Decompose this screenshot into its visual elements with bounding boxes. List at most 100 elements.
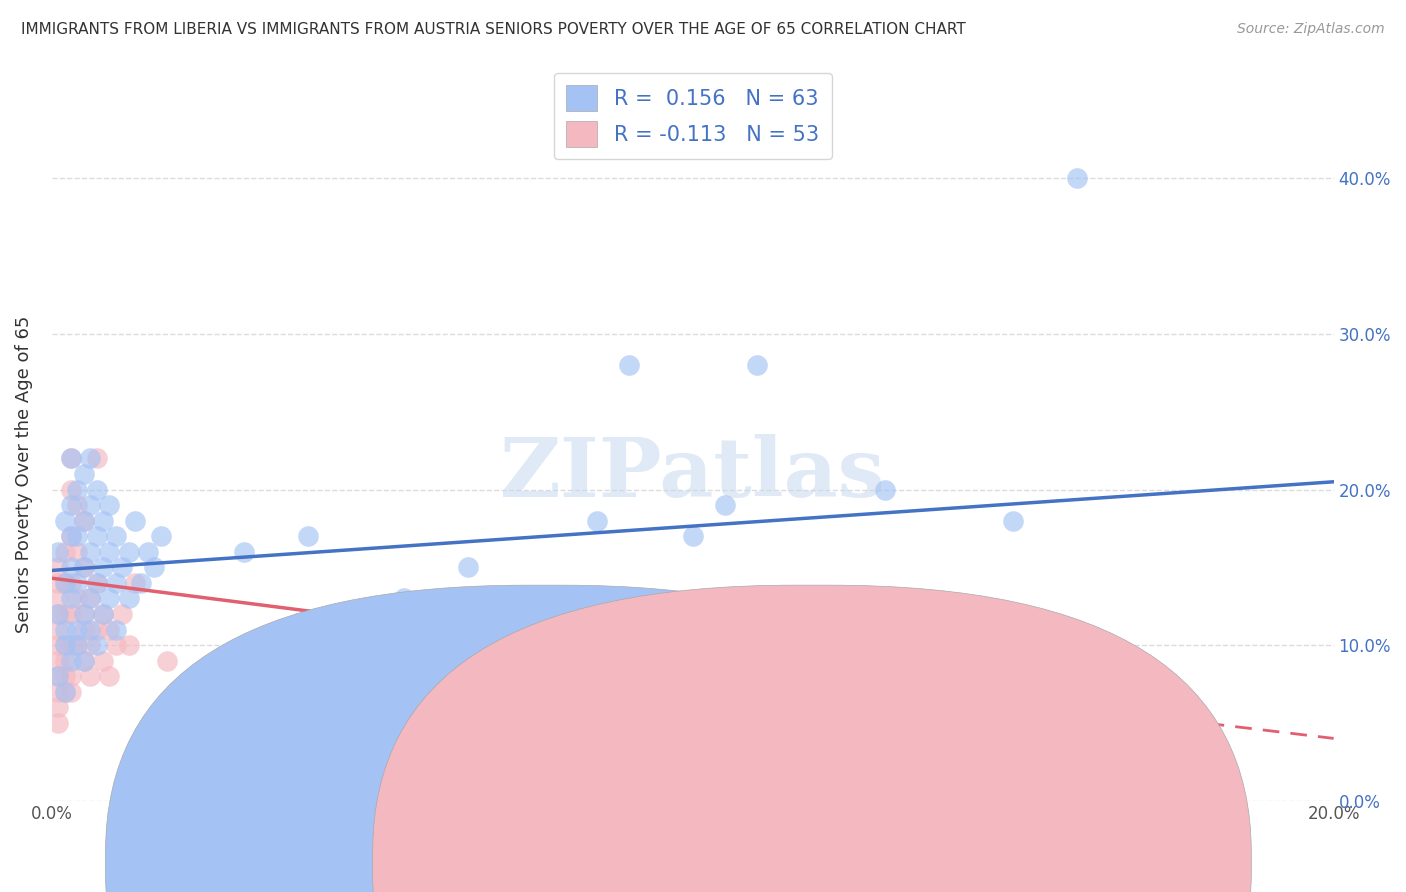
Point xyxy=(118,545,141,559)
Point xyxy=(66,545,89,559)
Point xyxy=(73,560,96,574)
Point xyxy=(79,623,101,637)
Point xyxy=(73,623,96,637)
Point xyxy=(98,498,121,512)
Text: Immigrants from Austria: Immigrants from Austria xyxy=(844,849,1064,867)
Point xyxy=(66,575,89,590)
Point xyxy=(104,623,127,637)
Text: ZIPatlas: ZIPatlas xyxy=(501,434,886,514)
Point xyxy=(46,654,69,668)
Point xyxy=(91,607,114,621)
Point xyxy=(79,638,101,652)
Point xyxy=(53,669,76,683)
Point xyxy=(46,669,69,683)
Point xyxy=(46,591,69,606)
Point xyxy=(53,545,76,559)
Point xyxy=(394,591,416,606)
Point xyxy=(425,654,447,668)
Text: IMMIGRANTS FROM LIBERIA VS IMMIGRANTS FROM AUSTRIA SENIORS POVERTY OVER THE AGE : IMMIGRANTS FROM LIBERIA VS IMMIGRANTS FR… xyxy=(21,22,966,37)
Point xyxy=(79,591,101,606)
Point xyxy=(53,638,76,652)
Point xyxy=(59,607,82,621)
Point xyxy=(53,575,76,590)
Point xyxy=(59,560,82,574)
Point xyxy=(53,654,76,668)
Point xyxy=(91,514,114,528)
Point xyxy=(98,623,121,637)
Point xyxy=(59,529,82,543)
Point xyxy=(66,529,89,543)
Point xyxy=(149,529,172,543)
Point xyxy=(86,529,108,543)
Point xyxy=(53,685,76,699)
Point xyxy=(73,607,96,621)
Point xyxy=(104,575,127,590)
Point xyxy=(73,514,96,528)
Point xyxy=(59,451,82,466)
Point xyxy=(53,514,76,528)
Point xyxy=(91,560,114,574)
Point xyxy=(53,638,76,652)
Point xyxy=(79,545,101,559)
Point xyxy=(46,560,69,574)
Point xyxy=(118,638,141,652)
Text: Source: ZipAtlas.com: Source: ZipAtlas.com xyxy=(1237,22,1385,37)
Point xyxy=(59,529,82,543)
Point xyxy=(73,514,96,528)
Point xyxy=(66,483,89,497)
Point xyxy=(59,685,82,699)
Point xyxy=(86,638,108,652)
Point xyxy=(745,358,768,372)
Point xyxy=(111,560,134,574)
Point xyxy=(59,498,82,512)
Point xyxy=(98,545,121,559)
Point xyxy=(98,669,121,683)
Point xyxy=(59,483,82,497)
Point xyxy=(86,575,108,590)
Point xyxy=(124,575,146,590)
Point xyxy=(79,498,101,512)
Legend: R =  0.156   N = 63, R = -0.113   N = 53: R = 0.156 N = 63, R = -0.113 N = 53 xyxy=(554,73,832,159)
Point xyxy=(59,669,82,683)
Point xyxy=(46,700,69,714)
Point xyxy=(1066,171,1088,186)
Point xyxy=(553,654,575,668)
Point xyxy=(66,498,89,512)
Point xyxy=(73,560,96,574)
Point xyxy=(86,575,108,590)
Point xyxy=(233,545,256,559)
Point xyxy=(73,467,96,481)
Point xyxy=(59,654,82,668)
Point xyxy=(938,685,960,699)
Point xyxy=(53,685,76,699)
Point xyxy=(143,560,166,574)
Point xyxy=(131,575,153,590)
Point xyxy=(79,591,101,606)
Point xyxy=(59,451,82,466)
Y-axis label: Seniors Poverty Over the Age of 65: Seniors Poverty Over the Age of 65 xyxy=(15,315,32,632)
Point xyxy=(73,607,96,621)
Point xyxy=(91,654,114,668)
Point xyxy=(617,358,640,372)
Point xyxy=(873,483,896,497)
Point xyxy=(59,591,82,606)
Point xyxy=(124,514,146,528)
Point xyxy=(66,591,89,606)
Point xyxy=(66,638,89,652)
Text: Immigrants from Liberia: Immigrants from Liberia xyxy=(591,849,808,867)
Point xyxy=(46,607,69,621)
Point xyxy=(46,623,69,637)
Point xyxy=(46,575,69,590)
Point xyxy=(136,545,159,559)
Point xyxy=(86,451,108,466)
Point xyxy=(156,654,179,668)
Point xyxy=(457,560,479,574)
Point xyxy=(46,545,69,559)
Point xyxy=(46,638,69,652)
Point xyxy=(104,638,127,652)
Point xyxy=(585,514,607,528)
Point xyxy=(111,607,134,621)
Point xyxy=(66,638,89,652)
Point xyxy=(66,623,89,637)
Point xyxy=(46,685,69,699)
